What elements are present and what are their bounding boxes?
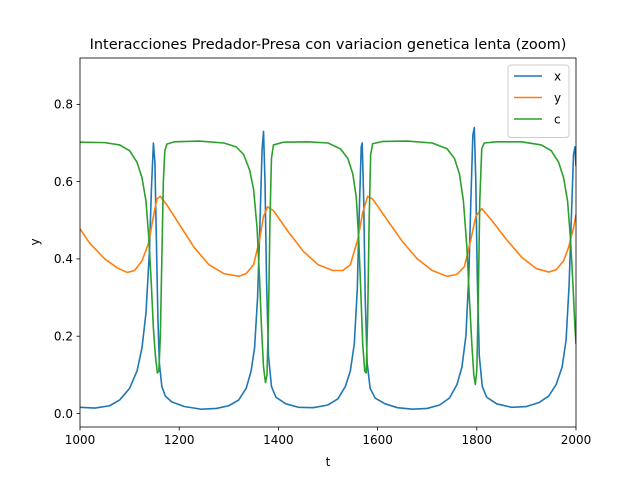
- legend: xyc: [507, 64, 570, 138]
- axes-layer: 1000 1200 1400 1600 1800 2000 0.0 0.2 0.4 0.6 0.8: [54, 57, 592, 447]
- legend-label-x: x: [554, 69, 561, 83]
- legend-label-y: y: [554, 91, 561, 105]
- y-axis-label: y: [28, 238, 42, 245]
- series-layer: [80, 126, 576, 411]
- plot-frame: [79, 57, 577, 428]
- series-line-x: [80, 126, 576, 411]
- y-tick-label: 0.0: [54, 407, 73, 421]
- x-tick-label: 1400: [263, 433, 294, 447]
- y-tick-label: 0.8: [54, 98, 73, 112]
- chart-title: Interacciones Predador-Presa con variaci…: [90, 37, 567, 53]
- x-tick-label: 1600: [362, 433, 393, 447]
- x-axis-label: t: [326, 455, 331, 469]
- y-tick-label: 0.6: [54, 175, 73, 189]
- x-tick-label: 1200: [164, 433, 195, 447]
- series-line-c: [80, 140, 576, 386]
- x-tick-label: 1000: [65, 433, 96, 447]
- y-tick-label: 0.2: [54, 329, 73, 343]
- series-line-y: [80, 195, 576, 278]
- y-tick-label: 0.4: [54, 252, 73, 266]
- x-tick-label: 1800: [462, 433, 493, 447]
- x-tick-label: 2000: [561, 433, 592, 447]
- legend-label-c: c: [554, 112, 561, 126]
